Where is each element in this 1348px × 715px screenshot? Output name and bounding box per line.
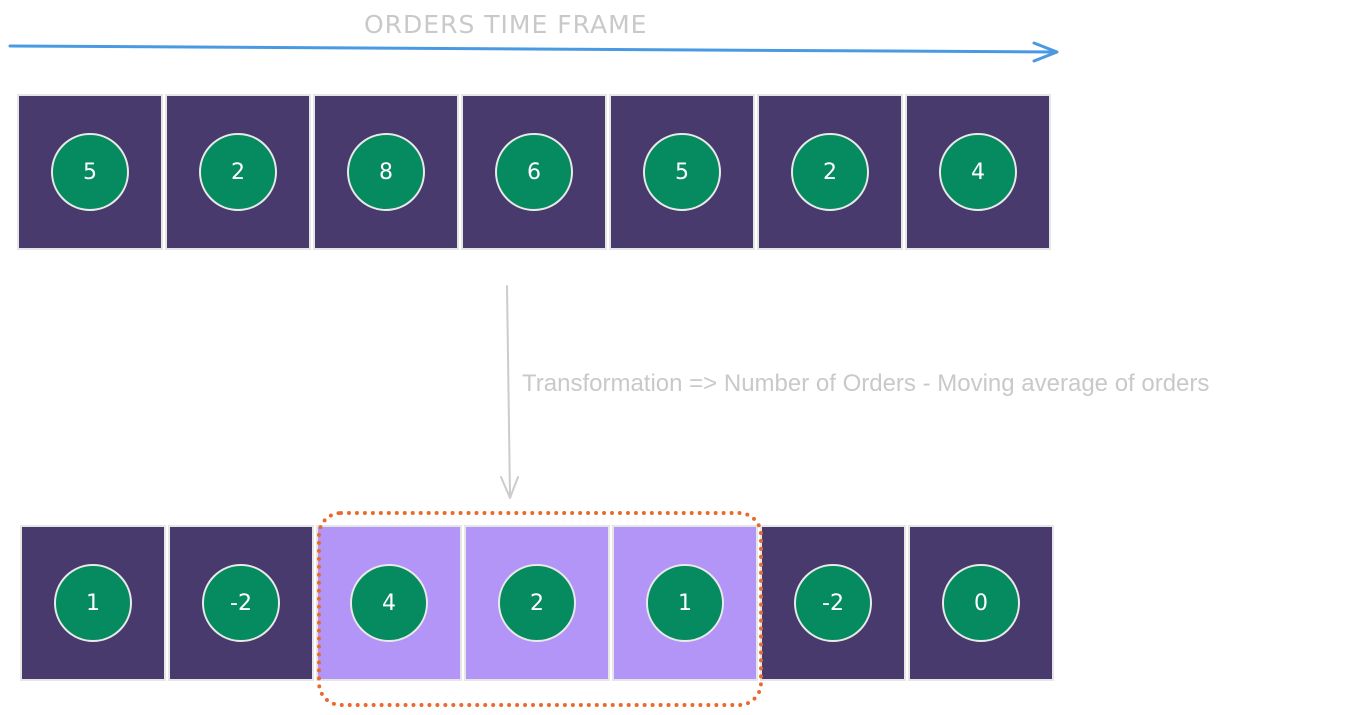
result-cell-highlighted: 4 — [316, 525, 462, 681]
timeline-arrow-icon — [8, 41, 1059, 63]
transformation-label: Transformation => Number of Orders - Mov… — [522, 370, 1210, 397]
result-row: 1 -2 4 2 1 -2 0 — [20, 525, 1056, 681]
order-value: 8 — [347, 133, 425, 211]
order-value: 2 — [791, 133, 869, 211]
result-cell-highlighted: 1 — [612, 525, 758, 681]
result-cell: -2 — [760, 525, 906, 681]
result-value: 2 — [498, 564, 576, 642]
order-value: 5 — [51, 133, 129, 211]
order-cell: 4 — [905, 94, 1051, 250]
order-cell: 5 — [17, 94, 163, 250]
result-value: 0 — [942, 564, 1020, 642]
result-cell-highlighted: 2 — [464, 525, 610, 681]
result-value: -2 — [794, 564, 872, 642]
result-value: 1 — [54, 564, 132, 642]
result-cell: 1 — [20, 525, 166, 681]
result-value: 4 — [350, 564, 428, 642]
result-value: 1 — [646, 564, 724, 642]
order-cell: 8 — [313, 94, 459, 250]
orders-row: 5 2 8 6 5 2 4 — [17, 94, 1053, 250]
order-value: 2 — [199, 133, 277, 211]
down-arrow-icon — [500, 285, 519, 499]
result-cell: 0 — [908, 525, 1054, 681]
order-value: 6 — [495, 133, 573, 211]
order-cell: 6 — [461, 94, 607, 250]
order-cell: 5 — [609, 94, 755, 250]
order-cell: 2 — [757, 94, 903, 250]
result-value: -2 — [202, 564, 280, 642]
order-cell: 2 — [165, 94, 311, 250]
result-cell: -2 — [168, 525, 314, 681]
order-value: 5 — [643, 133, 721, 211]
order-value: 4 — [939, 133, 1017, 211]
orders-time-frame-label: ORDERS TIME FRAME — [364, 10, 648, 39]
